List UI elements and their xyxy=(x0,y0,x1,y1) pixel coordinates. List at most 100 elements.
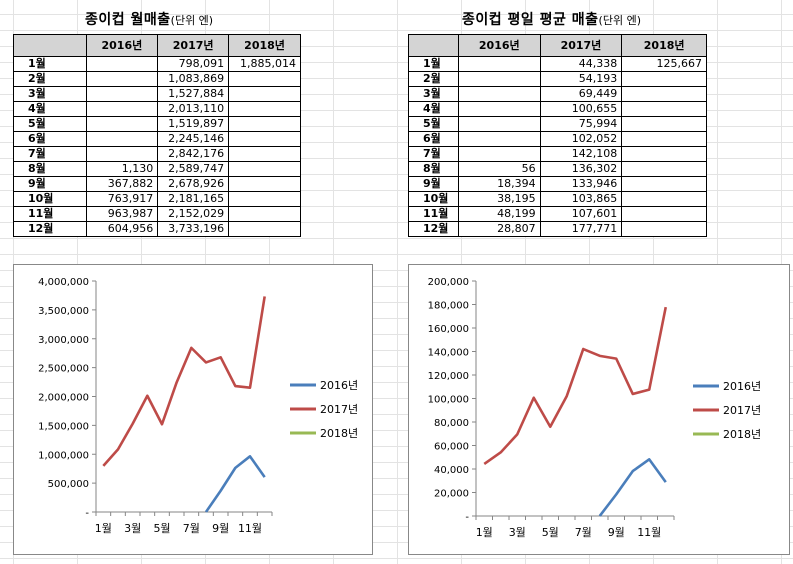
row-label[interactable]: 8월 xyxy=(13,161,87,177)
table-cell[interactable] xyxy=(457,86,541,102)
table-cell[interactable] xyxy=(228,86,301,102)
table-cell[interactable]: 1,527,884 xyxy=(157,86,230,102)
row-label[interactable]: 6월 xyxy=(408,131,459,147)
table-cell[interactable]: 2,842,176 xyxy=(157,146,230,162)
series-line-2016년[interactable] xyxy=(598,458,667,517)
row-label[interactable]: 2월 xyxy=(408,71,459,87)
row-label[interactable]: 11월 xyxy=(408,206,459,222)
table-cell[interactable] xyxy=(228,131,301,147)
table-cell[interactable] xyxy=(228,116,301,132)
row-label[interactable]: 3월 xyxy=(408,86,459,102)
row-label[interactable]: 8월 xyxy=(408,161,459,177)
table-cell[interactable] xyxy=(85,71,159,87)
table-cell[interactable] xyxy=(621,161,707,177)
table-cell[interactable]: 604,956 xyxy=(85,221,159,237)
table-cell[interactable] xyxy=(621,146,707,162)
table-cell[interactable] xyxy=(85,86,159,102)
row-label[interactable]: 9월 xyxy=(408,176,459,192)
table-cell[interactable]: 1,519,897 xyxy=(157,116,230,132)
table-cell[interactable]: 763,917 xyxy=(85,191,159,207)
table-cell[interactable]: 136,302 xyxy=(539,161,623,177)
row-label[interactable]: 7월 xyxy=(408,146,459,162)
table-cell[interactable]: 367,882 xyxy=(85,176,159,192)
table-cell[interactable] xyxy=(457,71,541,87)
table-cell[interactable] xyxy=(228,101,301,117)
table-cell[interactable] xyxy=(85,146,159,162)
table-cell[interactable] xyxy=(621,221,707,237)
table-cell[interactable] xyxy=(228,176,301,192)
table-cell[interactable]: 2,181,165 xyxy=(157,191,230,207)
table-cell[interactable] xyxy=(621,131,707,147)
table-cell[interactable]: 28,807 xyxy=(457,221,541,237)
row-label[interactable]: 7월 xyxy=(13,146,87,162)
series-line-2017년[interactable] xyxy=(483,306,668,465)
row-label[interactable]: 12월 xyxy=(408,221,459,237)
table-cell[interactable]: 2,245,146 xyxy=(157,131,230,147)
table-cell[interactable] xyxy=(621,176,707,192)
table-cell[interactable]: 2,152,029 xyxy=(157,206,230,222)
row-label[interactable]: 12월 xyxy=(13,221,87,237)
row-label[interactable]: 6월 xyxy=(13,131,87,147)
table-cell[interactable]: 75,994 xyxy=(539,116,623,132)
table-cell[interactable] xyxy=(228,71,301,87)
table-cell[interactable] xyxy=(228,206,301,222)
table-cell[interactable]: 2,678,926 xyxy=(157,176,230,192)
row-label[interactable]: 1월 xyxy=(408,56,459,72)
table-cell[interactable] xyxy=(228,191,301,207)
table-cell[interactable] xyxy=(621,101,707,117)
row-label[interactable]: 2월 xyxy=(13,71,87,87)
table-cell[interactable] xyxy=(457,101,541,117)
table-cell[interactable]: 18,394 xyxy=(457,176,541,192)
table-cell[interactable] xyxy=(85,101,159,117)
table-cell[interactable]: 963,987 xyxy=(85,206,159,222)
table-cell[interactable]: 1,083,869 xyxy=(157,71,230,87)
table-cell[interactable]: 107,601 xyxy=(539,206,623,222)
left-line-chart[interactable]: - 500,000 1,000,000 1,500,000 2,000,000 2,500… xyxy=(13,264,373,555)
series-line-2016년[interactable] xyxy=(204,455,266,513)
table-cell[interactable] xyxy=(621,71,707,87)
table-cell[interactable]: 100,655 xyxy=(539,101,623,117)
table-cell[interactable] xyxy=(621,86,707,102)
table-cell[interactable]: 2,013,110 xyxy=(157,101,230,117)
table-cell[interactable] xyxy=(457,146,541,162)
table-cell[interactable] xyxy=(85,56,159,72)
series-line-2017년[interactable] xyxy=(102,296,266,467)
table-cell[interactable]: 103,865 xyxy=(539,191,623,207)
table-cell[interactable] xyxy=(457,116,541,132)
table-cell[interactable]: 1,885,014 xyxy=(228,56,301,72)
table-cell[interactable]: 69,449 xyxy=(539,86,623,102)
table-cell[interactable]: 102,052 xyxy=(539,131,623,147)
table-cell[interactable] xyxy=(621,191,707,207)
table-cell[interactable] xyxy=(228,221,301,237)
table-cell[interactable]: 142,108 xyxy=(539,146,623,162)
right-line-chart[interactable]: - 20,000 40,000 60,000 80,000 100,000 120,000 1… xyxy=(408,264,790,555)
row-label[interactable]: 5월 xyxy=(13,116,87,132)
table-cell[interactable]: 133,946 xyxy=(539,176,623,192)
table-cell[interactable]: 125,667 xyxy=(621,56,707,72)
row-label[interactable]: 11월 xyxy=(13,206,87,222)
row-label[interactable]: 1월 xyxy=(13,56,87,72)
row-label[interactable]: 5월 xyxy=(408,116,459,132)
table-cell[interactable] xyxy=(85,116,159,132)
table-cell[interactable]: 177,771 xyxy=(539,221,623,237)
table-cell[interactable] xyxy=(457,131,541,147)
table-cell[interactable]: 56 xyxy=(457,161,541,177)
row-label[interactable]: 10월 xyxy=(408,191,459,207)
row-label[interactable]: 10월 xyxy=(13,191,87,207)
table-cell[interactable]: 3,733,196 xyxy=(157,221,230,237)
table-cell[interactable]: 54,193 xyxy=(539,71,623,87)
row-label[interactable]: 3월 xyxy=(13,86,87,102)
table-cell[interactable] xyxy=(621,116,707,132)
table-cell[interactable]: 38,195 xyxy=(457,191,541,207)
table-cell[interactable]: 798,091 xyxy=(157,56,230,72)
row-label[interactable]: 4월 xyxy=(408,101,459,117)
row-label[interactable]: 9월 xyxy=(13,176,87,192)
row-label[interactable]: 4월 xyxy=(13,101,87,117)
table-cell[interactable] xyxy=(85,131,159,147)
table-cell[interactable] xyxy=(621,206,707,222)
table-cell[interactable] xyxy=(457,56,541,72)
table-cell[interactable] xyxy=(228,161,301,177)
table-cell[interactable]: 44,338 xyxy=(539,56,623,72)
table-cell[interactable] xyxy=(228,146,301,162)
table-cell[interactable]: 2,589,747 xyxy=(157,161,230,177)
